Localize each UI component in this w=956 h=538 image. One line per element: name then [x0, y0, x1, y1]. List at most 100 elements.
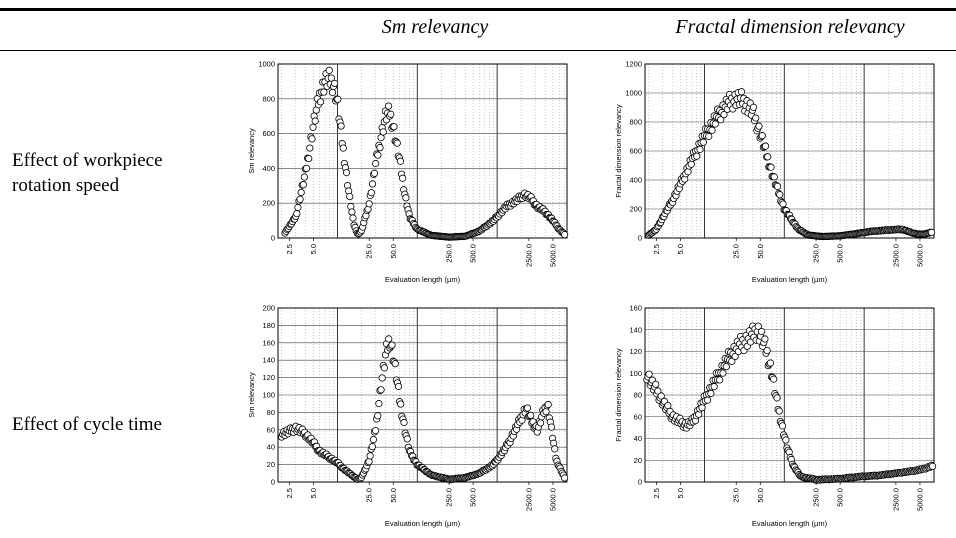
data-point — [752, 114, 760, 122]
data-point — [654, 387, 662, 395]
data-point — [374, 151, 382, 159]
y-tick-label: 100 — [629, 369, 642, 378]
plot-frame — [277, 307, 568, 483]
data-point — [561, 231, 569, 239]
data-point — [294, 203, 302, 212]
data-point — [928, 228, 936, 237]
data-point — [722, 363, 730, 371]
x-tick-label: 500.0 — [469, 488, 478, 507]
data-point — [728, 357, 736, 365]
data-point — [773, 182, 782, 190]
x-tick-label: 5.0 — [676, 244, 685, 254]
data-point — [376, 144, 384, 152]
x-tick-label: 25.0 — [365, 244, 374, 259]
data-point — [366, 452, 374, 460]
y-tick-label: 40 — [634, 434, 642, 443]
data-point — [561, 474, 569, 482]
y-tick-label: 120 — [629, 347, 642, 356]
chart-svg: 0 20 40 60 80 100 120 140 160 180 200 2.5 5.0 25.0 50.… — [247, 304, 569, 528]
y-tick-label: 400 — [629, 176, 642, 185]
x-tick-label: 50.0 — [756, 244, 765, 259]
row-label-line: rotation speed — [12, 175, 120, 196]
y-tick-label: 100 — [262, 391, 275, 400]
data-point — [387, 110, 395, 118]
data-point — [544, 400, 552, 409]
y-tick-label: 400 — [262, 164, 275, 173]
data-point — [369, 435, 378, 444]
y-tick-label: 40 — [267, 443, 275, 452]
data-point — [779, 200, 787, 208]
row-label-line: Effect of workpiece — [12, 150, 163, 171]
y-tick-label: 0 — [271, 234, 275, 243]
data-point — [705, 132, 713, 140]
plot-frame — [644, 63, 935, 239]
data-point — [337, 122, 345, 130]
data-point — [773, 394, 781, 402]
data-point — [299, 181, 307, 189]
y-tick-label: 600 — [629, 147, 642, 156]
y-tick-label: 140 — [262, 356, 275, 365]
y-tick-label: 1200 — [625, 60, 642, 69]
data-point — [776, 191, 784, 199]
x-tick-label: 2500.0 — [891, 244, 900, 267]
y-tick-label: 80 — [634, 391, 642, 400]
y-tick-label: 60 — [267, 425, 275, 434]
data-point — [320, 88, 328, 96]
x-tick-label: 5.0 — [676, 488, 685, 498]
data-point — [523, 404, 532, 412]
data-point — [710, 383, 718, 391]
data-point — [385, 335, 393, 343]
data-point — [763, 346, 771, 355]
data-point — [349, 214, 357, 222]
data-point — [365, 200, 373, 208]
x-axis-title: Evaluation length (μm) — [752, 275, 828, 284]
data-point — [388, 341, 396, 349]
data-point — [339, 144, 347, 152]
x-tick-label: 500.0 — [836, 244, 845, 263]
x-tick-label: 2500.0 — [524, 244, 533, 267]
y-axis-title: Fractal dimension relevancy — [614, 104, 623, 198]
data-point — [377, 386, 385, 394]
data-point — [378, 374, 386, 382]
data-point — [394, 382, 403, 391]
data-point — [758, 132, 766, 140]
data-point — [766, 359, 775, 367]
data-point — [693, 152, 701, 160]
y-tick-label: 160 — [629, 304, 642, 313]
data-point — [749, 103, 758, 111]
data-point — [365, 458, 373, 466]
data-point — [761, 142, 770, 150]
y-tick-label: 0 — [638, 478, 642, 487]
y-tick-label: 60 — [634, 412, 642, 421]
y-tick-label: 200 — [262, 199, 275, 208]
x-tick-label: 2.5 — [285, 244, 294, 254]
data-point — [403, 435, 411, 443]
row-label-cycle-time: Effect of cycle time — [12, 412, 162, 437]
y-tick-label: 160 — [262, 338, 275, 347]
y-tick-label: 140 — [629, 325, 642, 334]
y-axis-title: Fractal dimension relevancy — [614, 348, 623, 442]
data-point — [731, 352, 739, 361]
chart-svg: 0 200 400 600 800 1000 1200 2.5 5.0 25.0 50.0 250.0… — [614, 60, 936, 284]
data-point — [385, 102, 393, 110]
y-tick-label: 800 — [262, 94, 275, 103]
data-point — [379, 128, 387, 136]
x-axis-title: Evaluation length (μm) — [385, 275, 461, 284]
data-point — [393, 139, 401, 147]
y-tick-label: 600 — [262, 129, 275, 138]
table-header-rule — [0, 50, 956, 51]
x-tick-label: 50.0 — [756, 488, 765, 503]
x-axis-title: Evaluation length (μm) — [385, 519, 461, 528]
chart-fractal-workpiece-rotation: 0 200 400 600 800 1000 1200 2.5 5.0 25.0 50.0 250.0… — [612, 58, 942, 290]
data-point — [778, 422, 787, 430]
data-point — [375, 400, 383, 408]
x-tick-label: 50.0 — [389, 488, 398, 503]
data-point — [645, 370, 653, 378]
data-point — [372, 427, 380, 435]
data-point — [302, 164, 311, 172]
data-point — [390, 123, 398, 131]
data-point — [368, 443, 376, 451]
data-point — [328, 88, 337, 97]
x-axis-title: Evaluation length (μm) — [752, 519, 828, 528]
data-point — [296, 195, 304, 203]
